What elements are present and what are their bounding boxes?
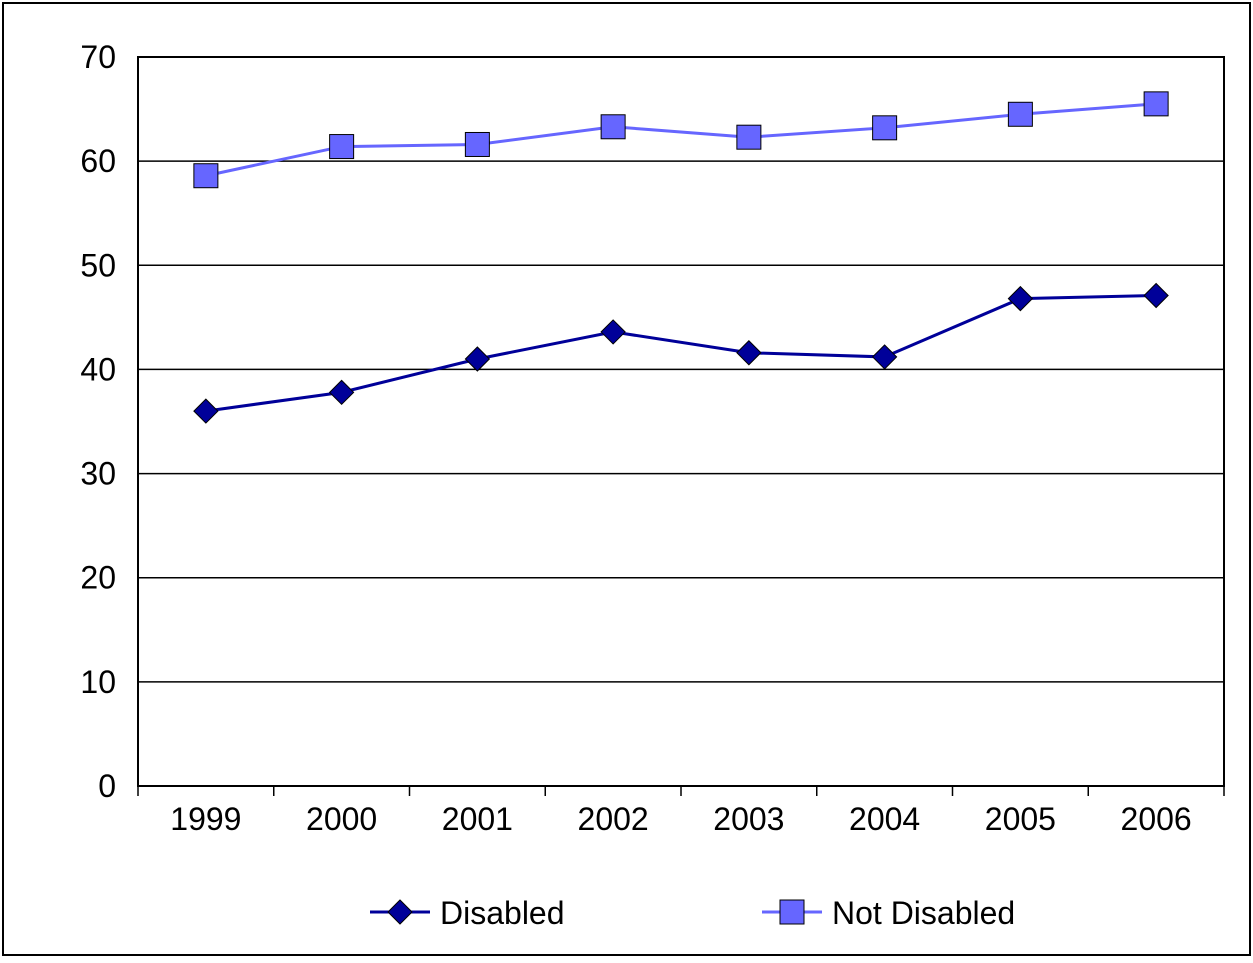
data-point-disabled <box>600 319 626 345</box>
x-tick-label: 2001 <box>442 801 513 837</box>
y-tick-label: 0 <box>98 768 116 804</box>
legend-label-disabled: Disabled <box>440 895 565 931</box>
data-point-disabled <box>736 340 762 366</box>
axes: 0 10 20 30 40 50 60 70 1999 2000 2001 2002 2003 2004 2… <box>80 39 1225 837</box>
legend-marker-disabled <box>387 899 413 925</box>
data-point-not-disabled <box>193 163 219 189</box>
data-point-not-disabled <box>1143 91 1169 117</box>
data-point-disabled <box>871 344 898 370</box>
y-tick-label: 50 <box>80 247 116 283</box>
legend-label-not-disabled: Not Disabled <box>832 895 1015 931</box>
x-tick-label: 2006 <box>1121 801 1192 837</box>
data-point-disabled <box>328 379 355 406</box>
data-point-not-disabled <box>1007 101 1033 127</box>
data-point-disabled <box>464 346 491 372</box>
y-tick-label: 70 <box>80 39 116 75</box>
data-point-not-disabled <box>872 115 898 141</box>
legend-marker-not-disabled <box>779 899 805 925</box>
x-tick-label: 2005 <box>985 801 1056 837</box>
x-tick-label: 2004 <box>849 801 920 837</box>
data-point-disabled <box>1007 285 1034 312</box>
series-disabled <box>193 282 1169 424</box>
gridlines <box>138 160 1224 683</box>
series-group <box>193 91 1169 424</box>
y-tick-label: 40 <box>80 351 116 387</box>
series-line-disabled <box>205 293 1157 413</box>
y-tick-label: 60 <box>80 143 116 179</box>
x-tick-label: 1999 <box>170 801 241 837</box>
data-point-not-disabled <box>600 114 626 140</box>
series-line-not-disabled <box>205 102 1157 178</box>
data-point-disabled <box>193 398 219 424</box>
data-point-not-disabled <box>464 131 490 157</box>
x-tick-label: 2003 <box>713 801 784 837</box>
legend-item-disabled: Disabled <box>370 895 565 931</box>
y-tick-label: 20 <box>80 560 116 596</box>
y-tick-label: 30 <box>80 456 116 492</box>
legend-item-not-disabled: Not Disabled <box>762 895 1015 931</box>
x-tick-label: 2002 <box>578 801 649 837</box>
data-point-not-disabled <box>329 134 355 160</box>
data-point-not-disabled <box>736 124 762 150</box>
y-tick-label: 10 <box>80 664 116 700</box>
x-tick-label: 2000 <box>306 801 377 837</box>
series-not-disabled <box>193 91 1169 189</box>
data-point-disabled <box>1143 282 1169 309</box>
legend: Disabled Not Disabled <box>370 895 1015 931</box>
